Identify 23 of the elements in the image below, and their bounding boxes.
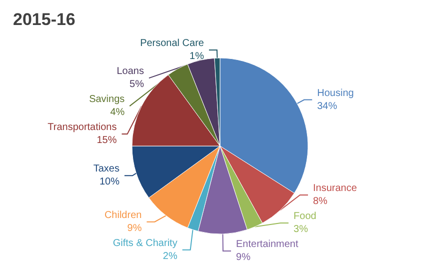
slice-label: Loans xyxy=(116,66,144,78)
slice-label: Children xyxy=(104,210,142,221)
slice-label: Housing xyxy=(317,88,354,99)
data-label: 15% xyxy=(96,135,117,146)
data-label: 9% xyxy=(127,222,142,234)
data-label: 9% xyxy=(236,252,251,263)
data-label: 34% xyxy=(317,100,338,112)
data-label: 4% xyxy=(110,107,125,118)
slice-label: Taxes xyxy=(93,164,120,175)
slice-label: Entertainment xyxy=(236,239,298,250)
data-label: 1% xyxy=(190,51,204,62)
slice-label: Gifts & Charity xyxy=(112,238,178,249)
slice-label: Personal Care xyxy=(140,38,204,50)
slice-label: Food xyxy=(294,211,316,222)
data-label: 5% xyxy=(130,79,144,90)
slice-label: Insurance xyxy=(312,183,358,194)
chart-title: 2015-16 xyxy=(13,10,76,29)
slice-label: Savings xyxy=(89,94,125,106)
data-label: 10% xyxy=(99,176,120,188)
data-label: 2% xyxy=(162,250,178,262)
data-label: 3% xyxy=(294,224,308,235)
data-label: 8% xyxy=(312,196,328,207)
slice-label: Transportations xyxy=(48,122,117,134)
